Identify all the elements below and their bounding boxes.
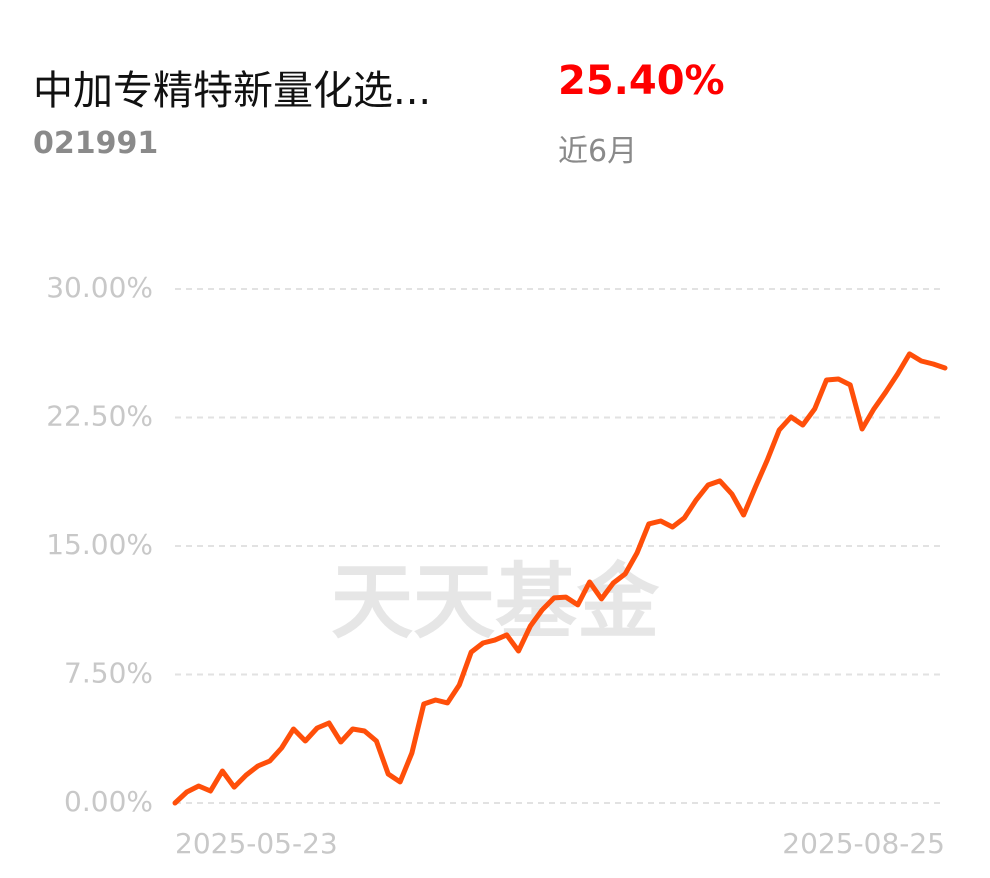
data-line	[172, 351, 948, 806]
x-tick-label: 2025-08-25	[782, 827, 945, 860]
y-tick-label: 7.50%	[64, 657, 153, 690]
fund-name[interactable]: 中加专精特新量化选...	[33, 68, 432, 114]
watermark: 天天基金	[331, 555, 660, 650]
y-tick-label: 22.50%	[46, 400, 153, 433]
y-tick-label: 30.00%	[46, 271, 153, 304]
period[interactable]: 近6月	[558, 134, 638, 169]
y-tick-label: 15.00%	[46, 528, 153, 561]
return: 25.40%	[558, 58, 725, 104]
y-tick-label: 0.00%	[64, 785, 153, 818]
fund-code: 021991	[33, 126, 159, 161]
x-tick-label: 2025-05-23	[175, 827, 338, 860]
